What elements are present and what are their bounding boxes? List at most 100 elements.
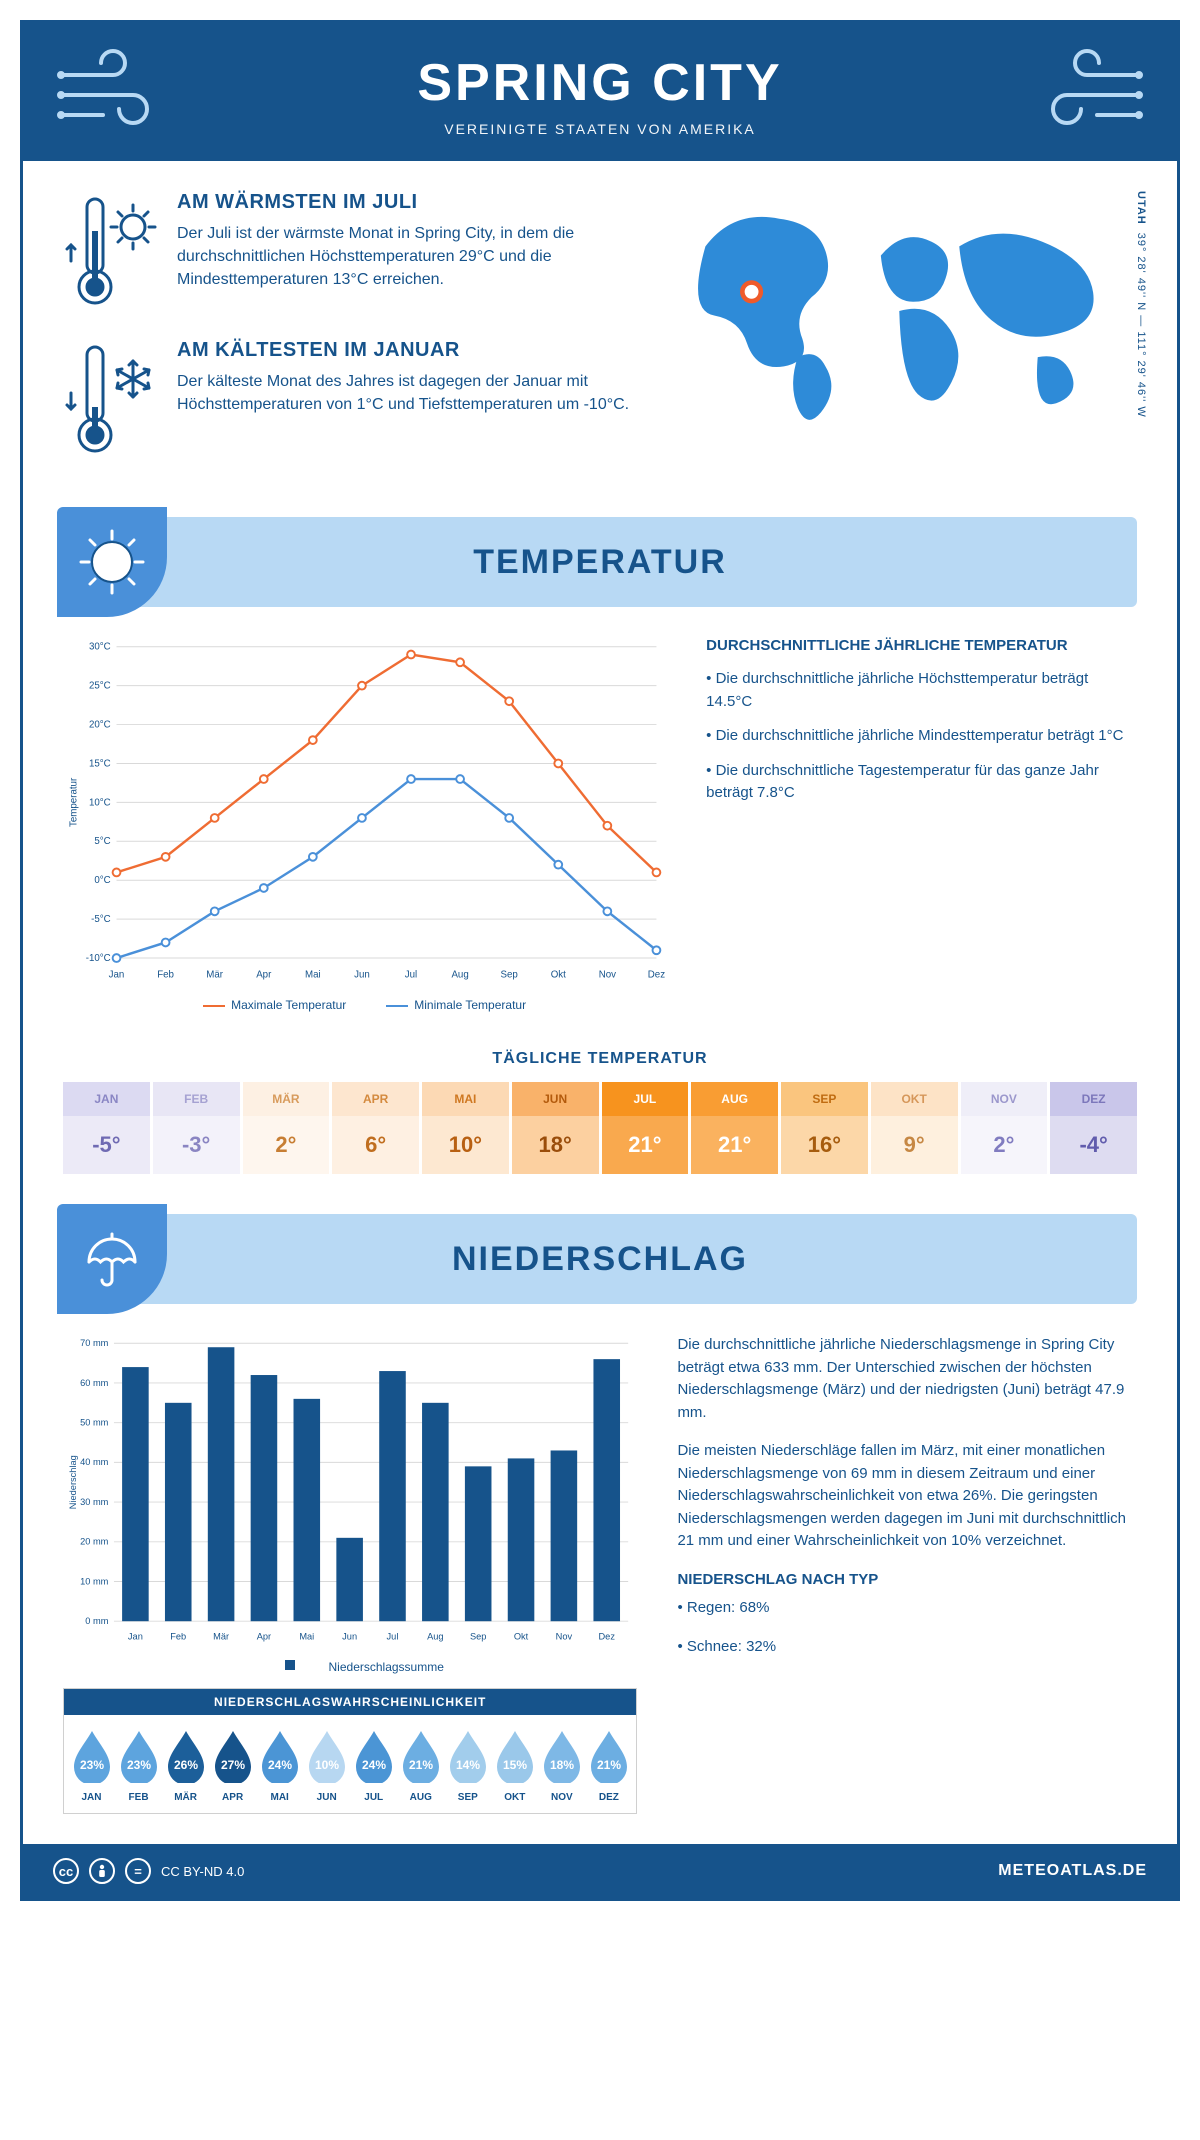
svg-text:Jan: Jan: [109, 969, 125, 980]
cc-icon: cc: [53, 1858, 79, 1884]
svg-text:10 mm: 10 mm: [80, 1576, 109, 1586]
svg-text:15%: 15%: [503, 1758, 527, 1772]
svg-text:27%: 27%: [221, 1758, 245, 1772]
coldest-title: AM KÄLTESTEN IM JANUAR: [177, 339, 632, 362]
precipitation-bar-chart: 0 mm10 mm20 mm30 mm40 mm50 mm60 mm70 mmJ…: [63, 1334, 637, 1814]
svg-text:Jul: Jul: [405, 969, 417, 980]
temperature-summary-item: • Die durchschnittliche jährliche Mindes…: [706, 725, 1137, 748]
svg-text:23%: 23%: [127, 1758, 151, 1772]
temperature-summary-title: DURCHSCHNITTLICHE JÄHRLICHE TEMPERATUR: [706, 637, 1137, 654]
warmest-title: AM WÄRMSTEN IM JULI: [177, 191, 632, 214]
precip-probability-band: NIEDERSCHLAGSWAHRSCHEINLICHKEIT 23%JAN23…: [63, 1688, 637, 1814]
svg-text:Mai: Mai: [299, 1632, 314, 1642]
svg-text:Niederschlag: Niederschlag: [68, 1455, 78, 1509]
precip-prob-drop: 18%NOV: [538, 1727, 585, 1803]
precip-type-item: • Regen: 68%: [677, 1597, 1137, 1620]
svg-text:Okt: Okt: [514, 1632, 529, 1642]
country-subtitle: VEREINIGTE STAATEN VON AMERIKA: [43, 121, 1157, 137]
svg-text:70 mm: 70 mm: [80, 1338, 109, 1348]
precip-para-1: Die durchschnittliche jährliche Niedersc…: [677, 1334, 1137, 1424]
svg-text:40 mm: 40 mm: [80, 1457, 109, 1467]
daily-temp-cell: MAI10°: [422, 1082, 509, 1174]
svg-text:30°C: 30°C: [89, 642, 111, 653]
legend-precip-sum: Niederschlagssumme: [257, 1660, 444, 1674]
svg-text:-5°C: -5°C: [91, 914, 111, 925]
svg-text:Sep: Sep: [470, 1632, 486, 1642]
thermometer-cold-icon: [63, 339, 163, 459]
svg-text:Temperatur: Temperatur: [69, 777, 80, 827]
warmest-fact: AM WÄRMSTEN IM JULI Der Juli ist der wär…: [63, 191, 632, 311]
svg-text:20°C: 20°C: [89, 719, 111, 730]
temperature-legend: Maximale Temperatur Minimale Temperatur: [63, 998, 666, 1012]
precip-prob-drop: 23%FEB: [115, 1727, 162, 1803]
nd-icon: =: [125, 1858, 151, 1884]
svg-text:24%: 24%: [362, 1758, 386, 1772]
coordinates: 39° 28' 49'' N — 111° 29' 46'' W: [1135, 233, 1147, 418]
precip-prob-drop: 10%JUN: [303, 1727, 350, 1803]
daily-temp-cell: SEP16°: [781, 1082, 868, 1174]
sun-icon: [57, 507, 167, 617]
temperature-line-chart: -10°C-5°C0°C5°C10°C15°C20°C25°C30°CJanFe…: [63, 637, 666, 1012]
precip-prob-drop: 24%JUL: [350, 1727, 397, 1803]
svg-text:Mai: Mai: [305, 969, 321, 980]
svg-text:24%: 24%: [268, 1758, 292, 1772]
precip-para-2: Die meisten Niederschläge fallen im März…: [677, 1440, 1137, 1553]
daily-temp-grid: JAN-5°FEB-3°MÄR2°APR6°MAI10°JUN18°JUL21°…: [23, 1082, 1177, 1174]
daily-temp-cell: DEZ-4°: [1050, 1082, 1137, 1174]
site-name: METEOATLAS.DE: [998, 1862, 1147, 1880]
svg-text:Okt: Okt: [551, 969, 566, 980]
svg-text:Apr: Apr: [256, 969, 272, 980]
coldest-fact: AM KÄLTESTEN IM JANUAR Der kälteste Mona…: [63, 339, 632, 459]
svg-text:Nov: Nov: [556, 1632, 573, 1642]
precip-prob-drop: 14%SEP: [444, 1727, 491, 1803]
daily-temp-heading: TÄGLICHE TEMPERATUR: [23, 1050, 1177, 1068]
precip-type-item: • Schnee: 32%: [677, 1636, 1137, 1659]
svg-text:10%: 10%: [315, 1758, 339, 1772]
precip-type-title: NIEDERSCHLAG NACH TYP: [677, 1569, 1137, 1592]
city-title: SPRING CITY: [43, 53, 1157, 113]
svg-text:Jun: Jun: [342, 1632, 357, 1642]
svg-text:Jun: Jun: [354, 969, 370, 980]
svg-text:0 mm: 0 mm: [85, 1616, 108, 1626]
svg-text:Feb: Feb: [157, 969, 174, 980]
daily-temp-cell: JUL21°: [602, 1082, 689, 1174]
precipitation-heading: NIEDERSCHLAG: [63, 1240, 1137, 1279]
temperature-summary-item: • Die durchschnittliche Tagestemperatur …: [706, 760, 1137, 805]
svg-text:10°C: 10°C: [89, 797, 111, 808]
svg-text:Sep: Sep: [501, 969, 518, 980]
svg-text:50 mm: 50 mm: [80, 1418, 109, 1428]
svg-text:Dez: Dez: [648, 969, 665, 980]
svg-text:Nov: Nov: [599, 969, 616, 980]
header: SPRING CITY VEREINIGTE STAATEN VON AMERI…: [23, 23, 1177, 161]
svg-text:23%: 23%: [80, 1758, 104, 1772]
daily-temp-cell: JUN18°: [512, 1082, 599, 1174]
svg-text:Jan: Jan: [128, 1632, 143, 1642]
thermometer-hot-icon: [63, 191, 163, 311]
legend-min: Minimale Temperatur: [386, 998, 526, 1012]
precip-prob-drop: 23%JAN: [68, 1727, 115, 1803]
svg-text:18%: 18%: [550, 1758, 574, 1772]
svg-text:60 mm: 60 mm: [80, 1378, 109, 1388]
svg-text:21%: 21%: [409, 1758, 433, 1772]
svg-text:Jul: Jul: [387, 1632, 399, 1642]
svg-text:25°C: 25°C: [89, 681, 111, 692]
daily-temp-cell: APR6°: [332, 1082, 419, 1174]
svg-text:Apr: Apr: [257, 1632, 271, 1642]
svg-text:Feb: Feb: [170, 1632, 186, 1642]
temperature-summary: DURCHSCHNITTLICHE JÄHRLICHE TEMPERATUR •…: [706, 637, 1137, 1012]
precip-prob-drop: 26%MÄR: [162, 1727, 209, 1803]
location-map-panel: UTAH39° 28' 49'' N — 111° 29' 46'' W: [662, 191, 1137, 487]
temperature-heading: TEMPERATUR: [63, 543, 1137, 582]
precip-prob-drop: 21%DEZ: [585, 1727, 632, 1803]
footer: cc = CC BY-ND 4.0 METEOATLAS.DE: [23, 1844, 1177, 1898]
svg-text:5°C: 5°C: [94, 836, 110, 847]
svg-text:14%: 14%: [456, 1758, 480, 1772]
temperature-banner: TEMPERATUR: [63, 517, 1137, 607]
precip-prob-drop: 27%APR: [209, 1727, 256, 1803]
state-label: UTAH: [1135, 191, 1147, 225]
legend-max: Maximale Temperatur: [203, 998, 346, 1012]
precipitation-banner: NIEDERSCHLAG: [63, 1214, 1137, 1304]
daily-temp-cell: JAN-5°: [63, 1082, 150, 1174]
precipitation-text: Die durchschnittliche jährliche Niedersc…: [677, 1334, 1137, 1814]
world-map-icon: [662, 191, 1137, 431]
